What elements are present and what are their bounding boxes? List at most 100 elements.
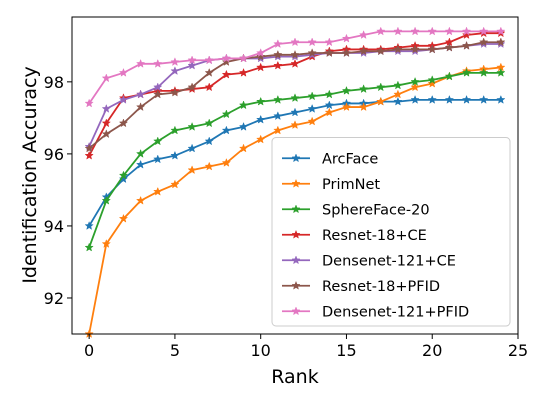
data-point [204,161,214,171]
data-point [393,96,403,106]
legend-marker [291,306,301,316]
data-point [118,213,129,223]
data-point [273,125,283,135]
data-point [170,66,180,75]
data-point [187,143,197,153]
data-point [427,75,437,85]
data-point [324,107,334,117]
legend-marker [291,204,301,214]
data-point [273,111,283,121]
data-point [221,157,232,167]
data-point [118,170,129,180]
data-point [479,37,489,47]
data-point [84,150,94,160]
data-point [273,60,283,70]
data-point [170,150,180,160]
legend-label: ArcFace [322,151,378,167]
data-point [496,37,506,47]
y-axis-label: Identification Accuracy [19,66,41,283]
data-point [118,118,129,128]
data-point [170,179,180,189]
data-point [410,94,420,104]
data-point [461,94,472,104]
y-tick-label: 92 [44,289,64,308]
legend-marker [291,229,301,239]
data-point [118,174,129,184]
legend-label: Densenet-121+PFID [322,304,469,320]
data-point [256,96,266,106]
data-point [204,55,214,65]
data-point [410,26,420,36]
data-point [324,89,334,99]
data-point [410,82,420,92]
data-point [461,40,472,50]
legend-marker [291,178,301,188]
x-tick-label: 15 [336,341,356,360]
data-point [290,107,300,117]
data-point [341,85,352,95]
data-point [153,136,163,146]
data-point [256,48,266,57]
data-point [479,94,489,104]
data-point [170,125,180,135]
data-point [118,67,129,77]
data-point [187,121,197,131]
data-point [84,98,94,108]
x-tick-label: 10 [251,341,271,360]
data-point [341,33,352,43]
data-point [204,67,214,77]
x-axis-label: Rank [271,366,318,388]
data-point [135,89,146,99]
data-point [496,67,506,77]
data-point [187,82,197,92]
data-point [427,94,437,104]
data-point [170,87,180,97]
data-point [204,118,214,128]
data-point [376,96,386,106]
data-point [238,100,249,110]
legend-marker [291,153,301,163]
data-point [324,37,334,47]
data-point [84,143,94,153]
data-point [238,121,249,131]
data-point [290,58,300,68]
data-point [101,118,111,128]
data-point [290,120,300,130]
data-point [238,67,249,77]
data-point [256,62,266,72]
data-point [101,195,111,205]
y-tick-label: 98 [44,73,64,92]
data-point [479,67,489,77]
data-point [444,94,455,104]
axis-ticks: 0 5 10 15 20 25 92 94 96 98 [44,73,529,360]
data-point [135,102,146,112]
data-point [290,37,300,47]
data-point [324,100,334,110]
data-point [256,51,266,61]
legend-label: Resnet-18+CE [322,228,427,244]
data-point [341,102,352,112]
data-point [307,103,317,113]
data-point [324,48,334,57]
data-point [376,26,386,36]
data-point [307,48,317,57]
legend-box [271,137,511,327]
data-point [496,26,506,36]
data-point [153,154,163,164]
x-tick-label: 20 [422,341,442,360]
data-point [393,26,403,36]
y-tick-label: 96 [44,145,64,164]
data-point [358,102,369,112]
data-point [410,76,420,86]
data-point [221,125,232,135]
data-point [307,91,317,101]
legend: ArcFace PrimNet SphereFace-20 Resnet-18+CE D… [271,137,511,327]
x-tick-label: 0 [84,341,94,360]
data-point [393,44,403,54]
data-point [410,44,420,54]
data-point [290,93,300,103]
data-point [358,84,369,94]
data-point [256,114,266,124]
data-point [461,26,472,36]
